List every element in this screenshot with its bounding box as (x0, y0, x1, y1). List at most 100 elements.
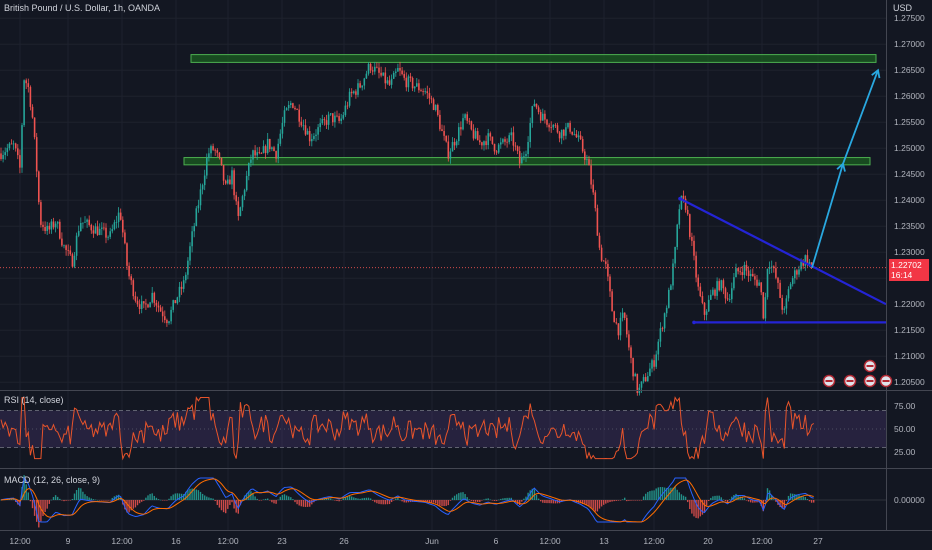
candle-body (794, 270, 796, 279)
macd-histogram-bar (201, 493, 204, 500)
y-tick-label: 1.25000 (894, 143, 925, 153)
candle-body (535, 103, 538, 108)
candle-body (657, 341, 660, 355)
macd-histogram-bar (680, 494, 683, 500)
candle-body (298, 109, 300, 122)
candle-body (626, 317, 628, 335)
rsi-band-fill (0, 410, 886, 448)
macd-histogram-bar (460, 492, 462, 500)
macd-histogram-bar (714, 495, 716, 500)
candle-body (77, 231, 80, 236)
macd-histogram-bar (302, 500, 305, 507)
macd-line (0, 476, 814, 523)
macd-histogram-bar (340, 500, 342, 501)
candle-body (600, 247, 603, 261)
candle-body (422, 91, 424, 92)
macd-histogram-bar (325, 498, 328, 500)
macd-histogram-bar (166, 500, 168, 501)
candle-body (178, 286, 181, 298)
macd-histogram-bar (63, 500, 65, 502)
macd-histogram-bar (498, 499, 500, 501)
x-tick-label: 23 (277, 536, 287, 546)
last-price-value: 1.22702 (891, 260, 922, 270)
candle-body (739, 271, 741, 273)
candle-body (655, 354, 657, 367)
candle-body (785, 298, 788, 309)
candle-body (420, 90, 422, 92)
candle-body (313, 136, 315, 140)
macd-histogram-bar (126, 500, 128, 513)
candle-body (367, 63, 370, 74)
candle-body (789, 284, 792, 290)
candle-body (647, 376, 649, 382)
macd-histogram-bar (548, 500, 550, 504)
candle-body (8, 143, 11, 149)
macd-histogram-bar (285, 495, 288, 500)
macd-histogram-bar (199, 491, 202, 500)
macd-histogram-bar (267, 498, 269, 500)
candle-body (733, 277, 735, 289)
candle-body (65, 245, 67, 250)
candle-body (497, 144, 500, 153)
macd-histogram-bar (474, 500, 477, 502)
candle-body (808, 262, 811, 265)
macd-histogram-bar (483, 499, 485, 500)
macd-histogram-bar (138, 500, 141, 504)
macd-histogram-bar (59, 498, 61, 500)
macd-histogram-bar (75, 490, 78, 500)
macd-histogram-bar (447, 500, 449, 506)
rsi-title[interactable]: RSI (14, close) (4, 395, 64, 405)
macd-histogram-bar (802, 496, 804, 500)
macd-histogram-bar (23, 475, 25, 500)
macd-histogram-bar (193, 488, 195, 500)
event-badges[interactable] (822, 359, 893, 388)
candle-body (214, 149, 216, 151)
macd-histogram-bar (687, 500, 689, 503)
candle-body (107, 236, 109, 238)
macd-histogram-bar (487, 498, 489, 500)
macd-histogram-bar (65, 500, 67, 501)
macd-histogram-bar (346, 496, 349, 500)
candle-body (359, 83, 361, 88)
macd-histogram-bar (556, 500, 559, 504)
candle-body (592, 184, 594, 193)
candle-body (287, 105, 290, 109)
candle-body (157, 305, 160, 308)
symbol-title[interactable]: British Pound / U.S. Dollar, 1h, OANDA (4, 3, 161, 13)
macd-histogram-bar (739, 496, 741, 500)
candle-body (334, 115, 336, 123)
candle-body (506, 141, 508, 143)
candle-body (443, 131, 445, 136)
macd-histogram-bar (292, 499, 294, 500)
macd-histogram-bar (327, 498, 330, 500)
candle-body (567, 122, 569, 128)
candle-body (256, 152, 258, 156)
macd-title[interactable]: MACD (12, 26, close, 9) (4, 475, 101, 485)
candle-body (548, 124, 550, 128)
macd-histogram-bar (309, 500, 311, 507)
macd-histogram-bar (600, 500, 603, 507)
macd-histogram-bar (806, 499, 809, 500)
candle-body (82, 222, 84, 224)
macd-histogram-bar (84, 494, 86, 500)
macd-histogram-bar (523, 498, 525, 500)
macd-histogram-bar (248, 492, 250, 500)
macd-histogram-bar (42, 500, 44, 517)
candle-body (111, 229, 114, 232)
candle-body (609, 276, 611, 292)
macd-histogram-bar (187, 489, 189, 500)
macd-histogram-bar (405, 500, 407, 503)
candle-body (701, 296, 704, 303)
candle-body (691, 236, 693, 241)
candle-body (258, 152, 261, 154)
macd-histogram-bar (52, 496, 55, 500)
candle-body (661, 328, 664, 330)
macd-histogram-bar (512, 499, 515, 501)
candle-body (92, 230, 95, 234)
macd-histogram-bar (645, 493, 647, 500)
candle-body (745, 264, 748, 271)
macd-histogram-bar (768, 490, 771, 500)
candle-body (17, 148, 19, 156)
macd-histogram-bar (705, 500, 708, 506)
